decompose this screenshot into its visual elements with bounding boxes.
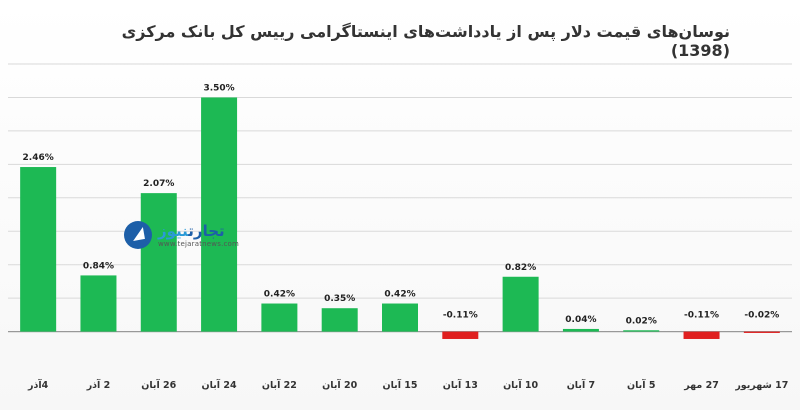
bars <box>20 97 780 339</box>
bar-2 <box>683 331 720 339</box>
data-label-2: -0.11% <box>684 311 719 321</box>
bar-1 <box>743 331 780 333</box>
data-label-11: 2.07% <box>143 179 174 189</box>
bar-13 <box>20 167 57 332</box>
x-tick-label-13: 4آذر <box>27 378 49 391</box>
bar-8 <box>321 308 358 332</box>
x-tick-labels: 17 شهریور 27 مهر 5 آبان 7 آبان 10 آبان 13 آبا… <box>27 378 788 391</box>
x-tick-label-5: 10 آبان <box>503 378 538 391</box>
data-label-7: 0.42% <box>384 290 415 300</box>
logo-site: www.tejaratnews.com <box>158 240 240 248</box>
logo-wordmark: تجارتنیوز <box>158 222 225 240</box>
data-label-13: 2.46% <box>23 153 54 163</box>
bar-5 <box>502 276 539 332</box>
x-tick-label-1: 17 شهریور <box>734 380 788 391</box>
x-tick-label-4: 7 آبان <box>567 378 595 391</box>
logo-text: تجارتنیوز www.tejaratnews.com <box>158 222 239 248</box>
data-label-3: 0.02% <box>626 316 657 326</box>
x-tick-label-11: 26 آبان <box>141 378 176 391</box>
bar-4 <box>562 328 599 332</box>
x-tick-label-3: 5 آبان <box>627 378 655 391</box>
logo-arrow-icon <box>124 221 152 249</box>
tejaratnews-logo: تجارتنیوز www.tejaratnews.com <box>124 212 252 258</box>
data-label-6: -0.11% <box>443 311 478 321</box>
bar-6 <box>442 331 479 339</box>
x-tick-label-9: 22 آبان <box>262 378 297 391</box>
x-tick-label-6: 13 آبان <box>443 378 478 391</box>
x-tick-label-8: 20 آبان <box>322 378 357 391</box>
x-tick-label-12: 2 آذر <box>86 378 111 391</box>
data-label-5: 0.82% <box>505 263 536 273</box>
data-label-1: -0.02% <box>744 311 779 321</box>
chart-title: نوسان‌های قیمت دلار پس از یادداشت‌های ای… <box>121 22 730 60</box>
bar-11 <box>140 193 177 332</box>
x-tick-label-7: 15 آبان <box>382 378 417 391</box>
data-label-4: 0.04% <box>565 315 596 325</box>
x-tick-label-10: 24 آبان <box>202 378 237 391</box>
data-label-12: 0.84% <box>83 261 114 271</box>
data-label-10: 3.50% <box>203 83 234 93</box>
bar-10 <box>201 97 238 332</box>
data-label-9: 0.42% <box>264 290 295 300</box>
x-tick-label-2: 27 مهر <box>683 380 719 391</box>
bar-7 <box>382 303 418 332</box>
data-labels: -0.02% -0.11% 0.02% 0.04% 0.82% -0.11% 0.42% 0.… <box>23 83 780 326</box>
data-label-8: 0.35% <box>324 294 355 304</box>
bar-12 <box>80 275 117 332</box>
bar-9 <box>261 303 298 332</box>
bar-3 <box>623 330 660 332</box>
